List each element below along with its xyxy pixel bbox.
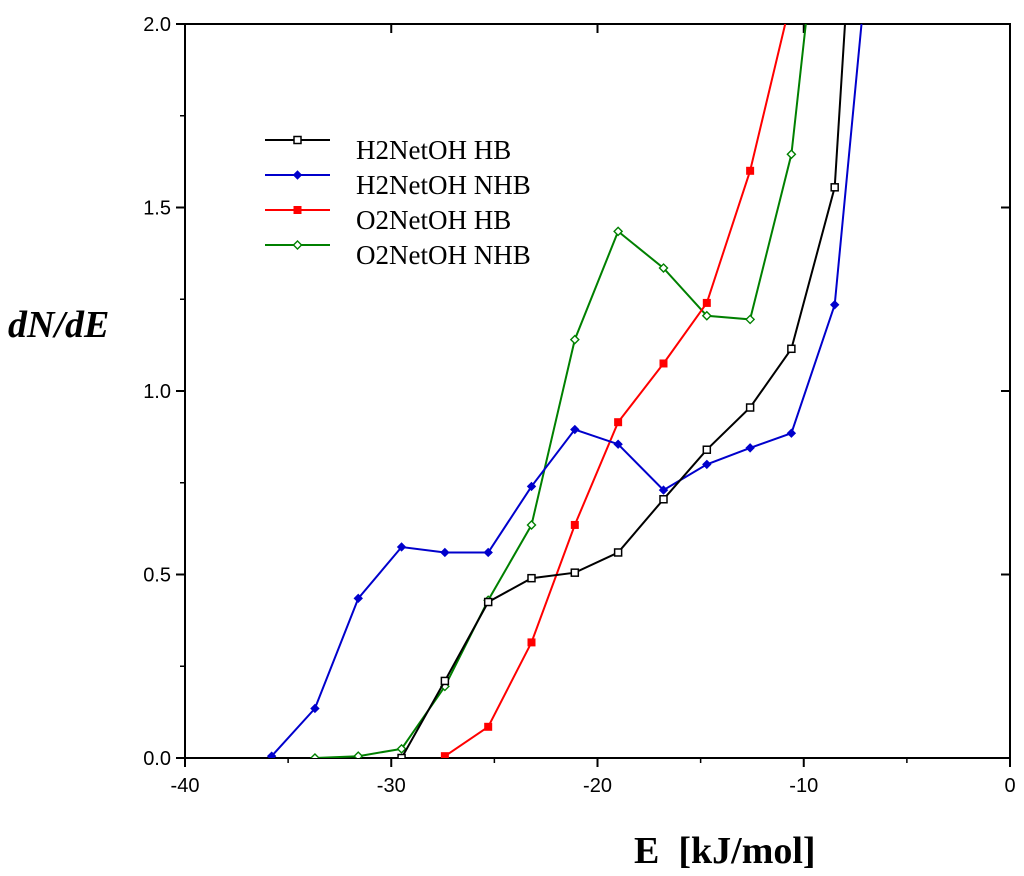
legend-item: H2NetOH HB — [265, 135, 511, 165]
data-point — [527, 638, 536, 647]
series-layer — [266, 24, 863, 758]
legend-marker — [292, 170, 303, 180]
data-point — [440, 752, 449, 758]
data-point — [569, 334, 580, 345]
data-point — [745, 443, 755, 453]
data-point — [829, 300, 840, 310]
x-axis-title: E [kJ/mol] — [634, 830, 816, 872]
data-point — [746, 166, 755, 175]
legend-marker — [292, 240, 303, 250]
data-point — [614, 418, 623, 427]
data-point — [266, 751, 277, 758]
y-tick-label: 0.5 — [143, 565, 171, 587]
y-tick-label: 0.0 — [143, 748, 171, 770]
data-point — [526, 481, 537, 492]
data-point — [570, 520, 579, 529]
data-point — [310, 703, 320, 714]
legend-item: O2NetOH HB — [265, 205, 511, 235]
legend: H2NetOH HB H2NetOH NHB O2NetOH HB O2NetOH N… — [265, 135, 531, 270]
data-point — [745, 314, 756, 325]
data-point — [483, 597, 493, 607]
series-line — [444, 24, 787, 758]
data-point — [830, 183, 839, 192]
data-point — [483, 547, 493, 558]
legend-item: H2NetOH NHB — [265, 170, 531, 200]
series-o2netoh-hb — [440, 24, 787, 758]
series-line — [270, 24, 863, 757]
data-point — [786, 149, 797, 160]
data-point — [658, 485, 669, 495]
data-point — [397, 753, 406, 758]
data-point — [745, 403, 755, 412]
x-tick-label: -10 — [789, 775, 818, 797]
series-h2netoh-hb — [397, 24, 846, 758]
data-point — [658, 263, 669, 274]
series-h2netoh-nhb — [266, 24, 863, 758]
y-axis-title: dN/dE — [8, 304, 109, 346]
data-point — [702, 459, 712, 470]
data-point — [613, 548, 623, 557]
plot-frame — [184, 23, 1011, 759]
x-tick-label: -30 — [377, 775, 406, 797]
data-point — [309, 753, 320, 758]
data-point — [613, 439, 623, 449]
data-point — [526, 519, 537, 530]
data-point — [701, 310, 712, 321]
data-point — [396, 743, 407, 754]
x-tick-label: 0 — [1004, 775, 1015, 797]
data-point — [613, 226, 624, 237]
y-tick-label: 2.0 — [143, 14, 171, 36]
data-point — [787, 344, 796, 354]
axes — [184, 23, 1011, 759]
x-tick-label: -40 — [171, 775, 200, 797]
data-point — [484, 722, 493, 731]
data-point — [353, 593, 363, 604]
legend-item: O2NetOH NHB — [265, 240, 531, 270]
data-point — [570, 424, 580, 435]
y-tick-label: 1.5 — [143, 198, 171, 220]
data-point — [702, 298, 711, 307]
data-point — [659, 359, 668, 368]
x-tick-label: -20 — [583, 775, 612, 797]
data-point — [440, 547, 450, 558]
data-point — [570, 568, 580, 577]
legend-label: O2NetOH NHB — [356, 240, 531, 270]
data-point — [353, 751, 364, 758]
data-point — [786, 428, 797, 438]
data-point — [527, 573, 536, 583]
y-tick-label: 1.0 — [143, 381, 171, 403]
legend-marker — [293, 206, 302, 214]
data-point — [396, 542, 407, 552]
data-point — [659, 495, 668, 504]
legend-label: H2NetOH NHB — [356, 170, 531, 200]
data-point — [440, 676, 450, 686]
data-point — [702, 445, 712, 454]
series-line — [400, 24, 846, 758]
legend-label: H2NetOH HB — [356, 135, 511, 165]
legend-label: O2NetOH HB — [356, 205, 511, 235]
legend-marker — [293, 135, 302, 145]
axis-ticks: -40 -30 -20 -10 0 0.0 0.5 1.0 1.5 2.0 — [143, 14, 1015, 797]
